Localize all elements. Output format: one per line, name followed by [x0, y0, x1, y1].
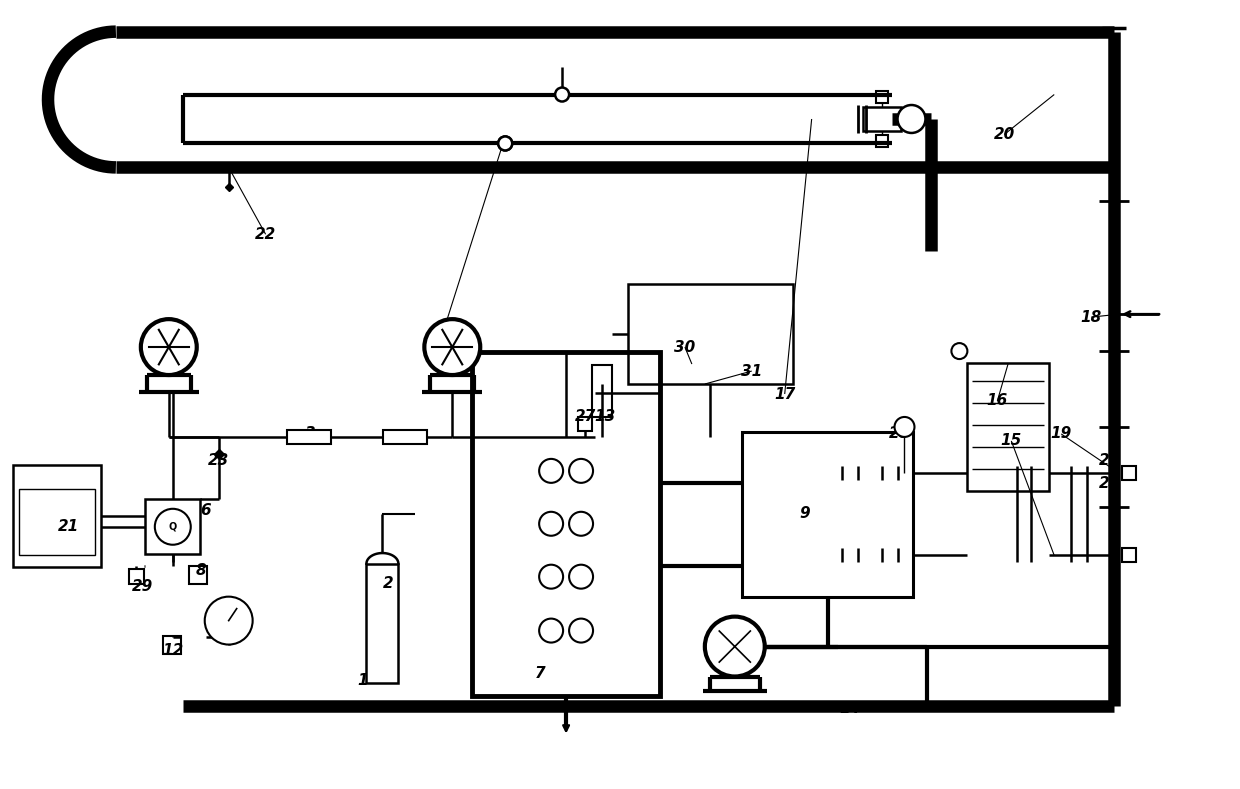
Text: 7: 7: [534, 666, 546, 681]
Text: 25: 25: [1099, 454, 1120, 469]
Text: 24: 24: [1099, 477, 1120, 492]
Bar: [188, 566, 207, 584]
Text: 31: 31: [742, 364, 763, 379]
Bar: [19, 488, 95, 555]
Text: 11: 11: [727, 656, 749, 671]
Text: 2: 2: [383, 576, 394, 591]
Text: 30: 30: [675, 339, 696, 354]
Text: 12: 12: [162, 643, 184, 658]
Bar: [627, 284, 792, 384]
Circle shape: [569, 619, 593, 642]
Text: 3: 3: [305, 426, 316, 441]
Circle shape: [569, 459, 593, 483]
Text: 29: 29: [133, 579, 154, 594]
Bar: [742, 432, 914, 596]
Text: 22: 22: [255, 226, 277, 241]
Circle shape: [898, 105, 925, 133]
Circle shape: [704, 617, 765, 676]
Circle shape: [569, 565, 593, 589]
Text: 19: 19: [1050, 426, 1071, 441]
Bar: [472, 352, 660, 697]
Bar: [863, 107, 900, 132]
Bar: [875, 136, 888, 148]
Circle shape: [951, 343, 967, 359]
Circle shape: [498, 136, 512, 151]
Bar: [145, 499, 200, 554]
Bar: [591, 365, 613, 417]
Text: 1: 1: [357, 673, 368, 688]
Text: 23: 23: [208, 454, 229, 469]
Text: 10: 10: [218, 613, 239, 628]
Text: 4: 4: [157, 343, 169, 358]
Circle shape: [155, 509, 191, 544]
Text: 9: 9: [800, 507, 810, 522]
Bar: [967, 363, 1049, 491]
Text: Q: Q: [169, 522, 177, 532]
Circle shape: [424, 319, 480, 375]
Text: 8: 8: [196, 563, 206, 578]
Bar: [578, 417, 591, 431]
Text: 26: 26: [428, 339, 449, 354]
Bar: [875, 91, 888, 103]
Bar: [162, 636, 181, 653]
Text: 13: 13: [594, 409, 615, 424]
Circle shape: [539, 619, 563, 642]
Text: 18: 18: [1080, 309, 1102, 324]
Circle shape: [539, 565, 563, 589]
Text: 14: 14: [839, 701, 861, 716]
Bar: [1122, 548, 1136, 563]
Circle shape: [894, 417, 914, 437]
Text: 20: 20: [993, 127, 1016, 142]
Text: 28: 28: [889, 426, 910, 441]
Bar: [1122, 466, 1136, 480]
Text: 5: 5: [549, 516, 560, 531]
Bar: [383, 430, 428, 444]
Circle shape: [141, 319, 197, 375]
Circle shape: [539, 512, 563, 536]
Circle shape: [556, 88, 569, 102]
Circle shape: [539, 459, 563, 483]
Circle shape: [498, 136, 512, 151]
Text: 6: 6: [201, 503, 211, 518]
Text: 17: 17: [774, 387, 795, 402]
Bar: [286, 430, 331, 444]
Circle shape: [569, 512, 593, 536]
Circle shape: [205, 596, 253, 645]
Bar: [14, 465, 100, 567]
Text: 21: 21: [58, 519, 79, 534]
Text: 27: 27: [574, 409, 595, 424]
Bar: [367, 563, 398, 683]
Text: 16: 16: [987, 394, 1008, 409]
Text: 15: 15: [1001, 433, 1022, 448]
Bar: [129, 569, 144, 584]
